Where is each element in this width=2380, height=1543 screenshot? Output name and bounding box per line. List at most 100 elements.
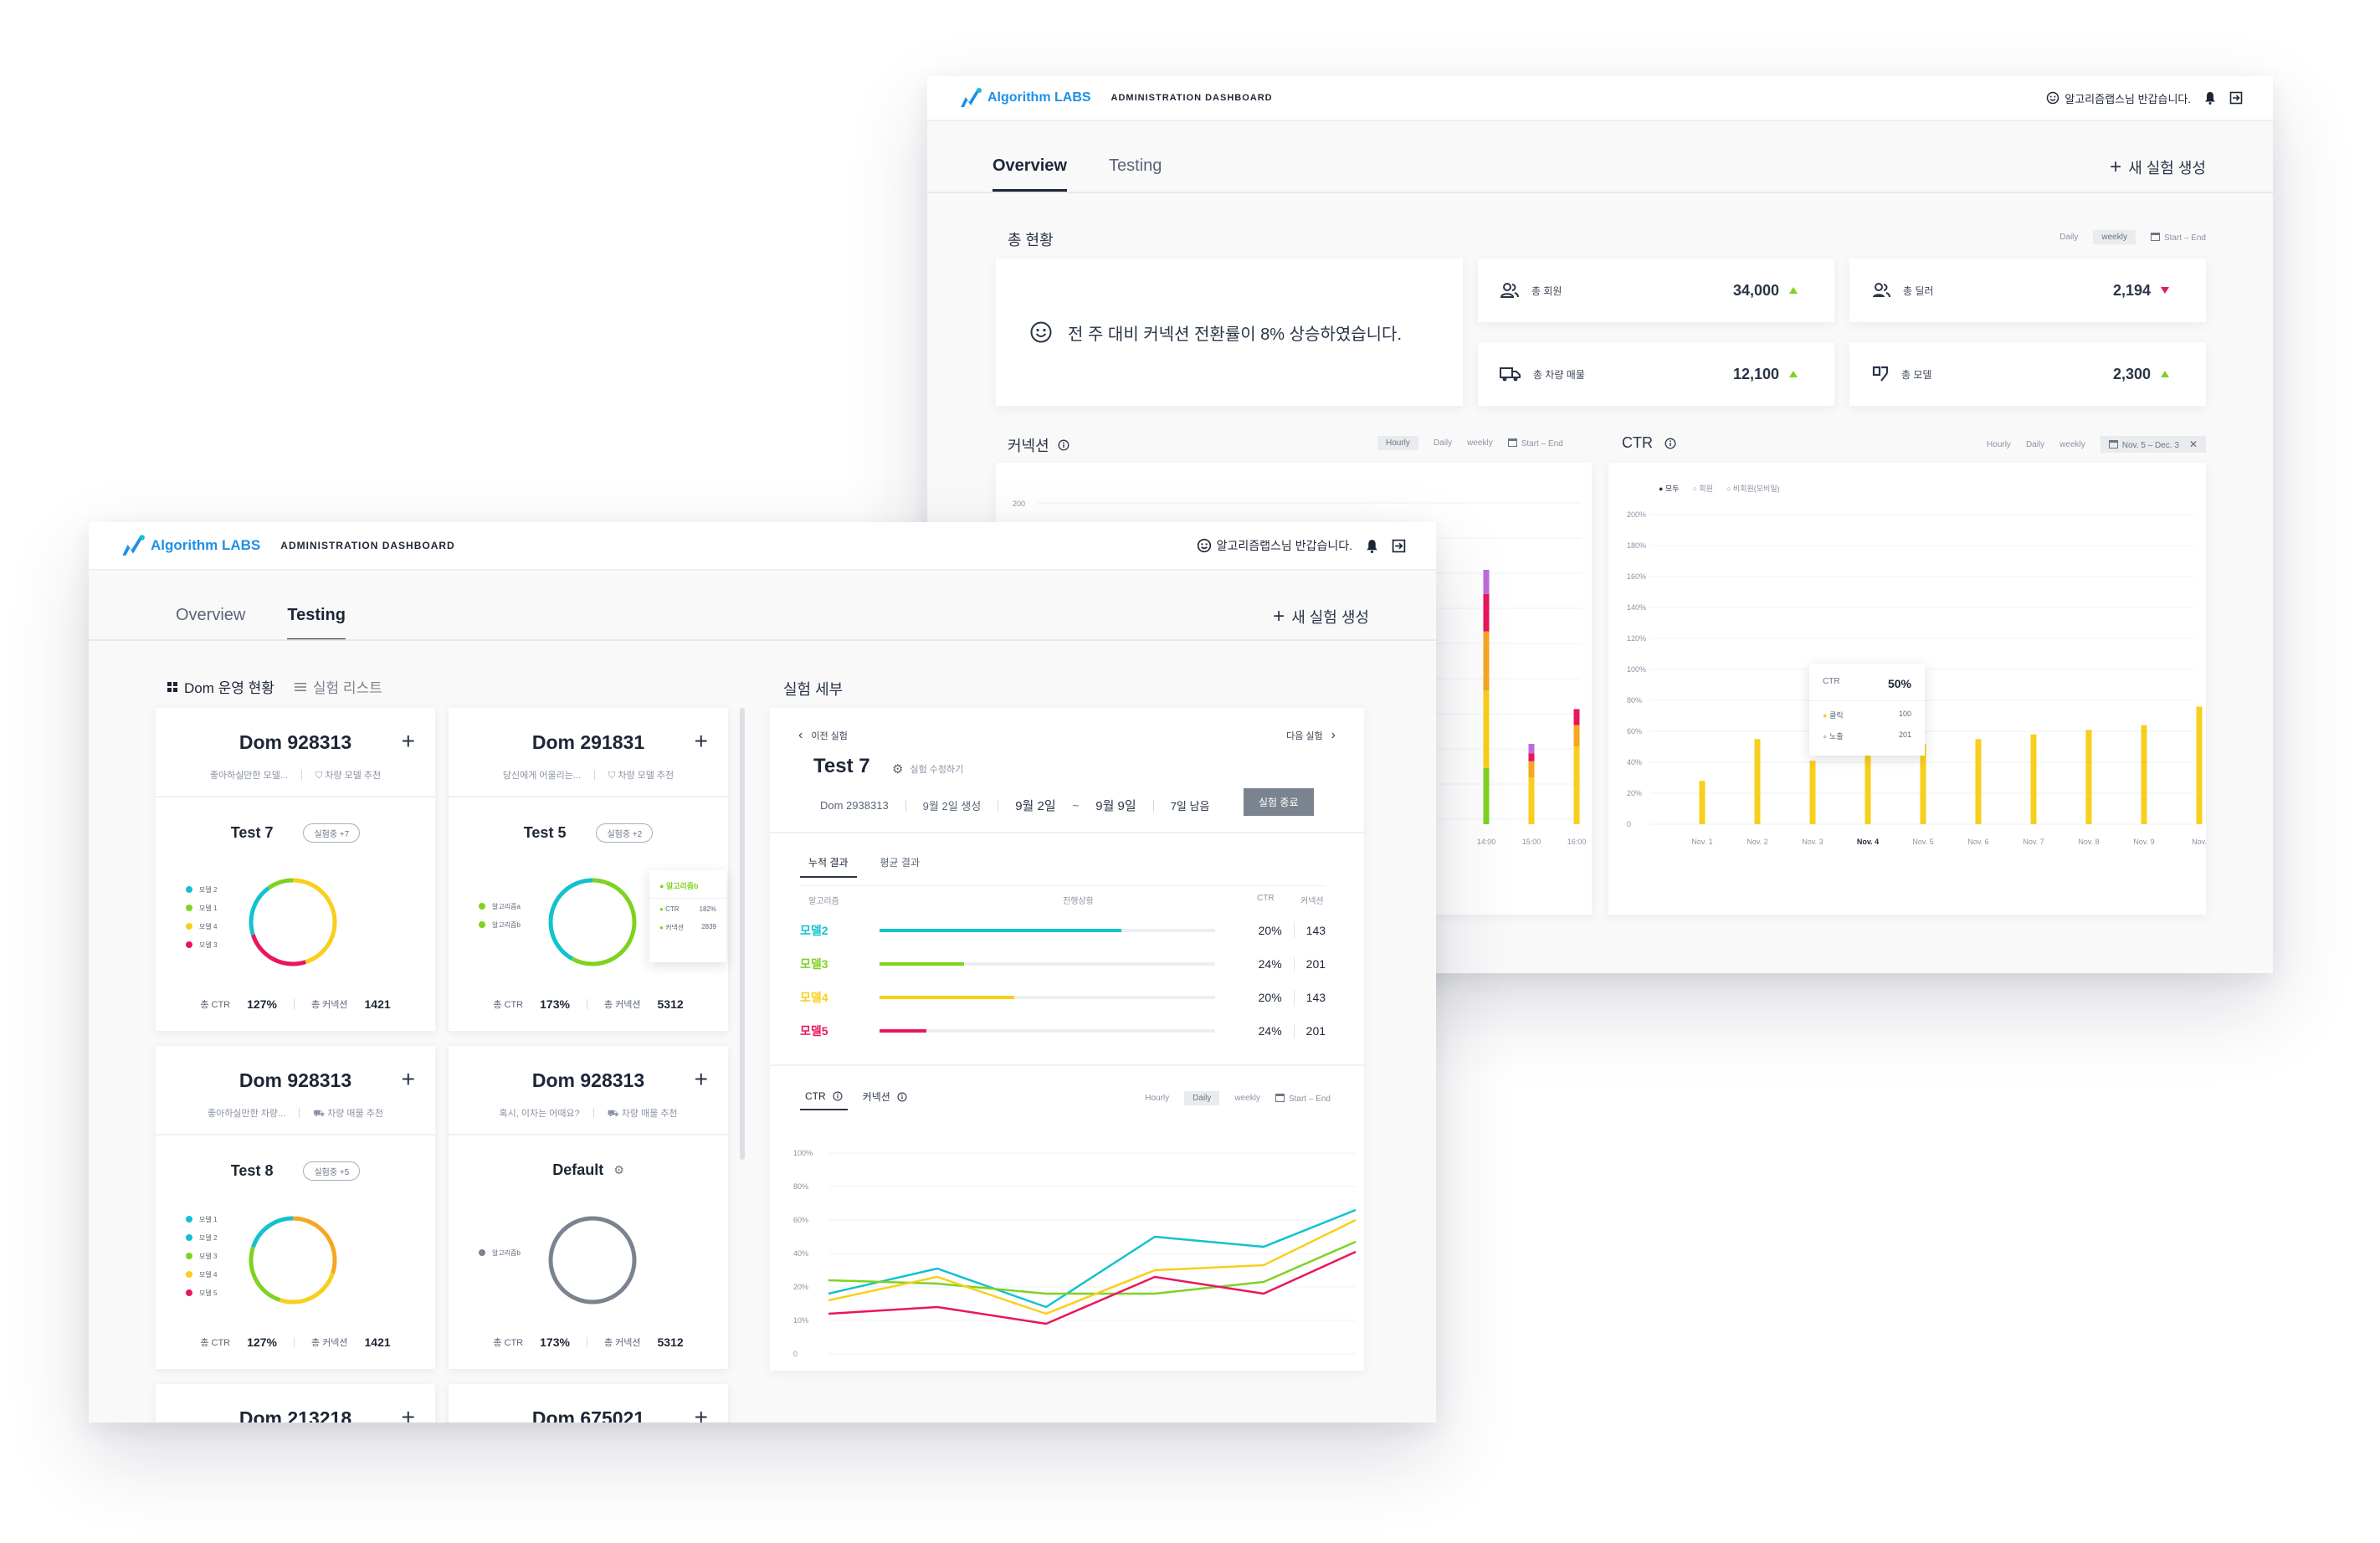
tab-experiment-list[interactable]: 실험 리스트: [294, 676, 382, 697]
dom-card[interactable]: Dom 928313 + 좋아하실만한 차량... ⛟ 차량 매물 추천 Test…: [156, 1046, 435, 1369]
add-icon[interactable]: +: [401, 1066, 415, 1092]
stacked-bar-segment: [1528, 761, 1535, 777]
tab-cumulative[interactable]: 누적 결과: [800, 855, 857, 878]
close-icon[interactable]: ✕: [2188, 438, 2198, 450]
bell-icon[interactable]: [1366, 539, 1378, 553]
grid-icon: [167, 681, 177, 692]
ctr-value: 127%: [247, 1335, 277, 1349]
trend-up-icon: [2161, 371, 2169, 377]
donut-slice: [249, 878, 337, 966]
tab-divider: [927, 192, 2273, 193]
scrollbar[interactable]: [740, 708, 745, 1160]
tab-connection[interactable]: 커넥션: [863, 1089, 907, 1110]
legend-label: 모델 1: [199, 1215, 218, 1223]
filter-hourly[interactable]: Hourly: [1987, 439, 2011, 449]
filter-hourly[interactable]: Hourly: [1377, 436, 1418, 450]
ctr-line-chart: 010%20%40%60%80%100%9월 1일9월 2일9월 3일9월 4일…: [793, 1149, 1357, 1358]
logo[interactable]: Algorithm LABS: [957, 87, 1091, 109]
tab-testing[interactable]: Testing: [1108, 156, 1162, 175]
ctr-value: 127%: [247, 997, 277, 1011]
tab-average[interactable]: 평균 결과: [880, 857, 921, 869]
result-row[interactable]: 모델4 20% 143: [800, 982, 1326, 1012]
chevron-right-icon: ›: [1331, 728, 1336, 742]
tab-dom-status[interactable]: Dom 운영 현황: [167, 676, 274, 697]
tooltip-value: 50%: [1887, 677, 1911, 690]
dom-card[interactable]: Dom 675021 +: [449, 1384, 728, 1423]
new-experiment-button[interactable]: + 새 실험 생성: [2110, 156, 2206, 178]
filter-date-range[interactable]: Start – End: [2150, 232, 2206, 243]
filter-date-range[interactable]: Start – End: [1275, 1093, 1331, 1104]
next-experiment-link[interactable]: 다음 실험 ›: [1286, 728, 1336, 743]
y-tick-label: 20%: [793, 1283, 808, 1291]
stacked-bar-segment: [1483, 767, 1490, 824]
filter-hourly[interactable]: Hourly: [1145, 1094, 1170, 1103]
x-tick-label: Nov. 4: [1857, 838, 1879, 846]
legend-label: 모델 3: [199, 941, 218, 949]
plus-icon: +: [1273, 605, 1285, 628]
filter-daily[interactable]: Daily: [1184, 1091, 1220, 1105]
ctr-title-label: CTR: [1622, 434, 1653, 451]
legend-all[interactable]: ● 모두: [1659, 484, 1680, 493]
result-row[interactable]: 모델5 24% 201: [800, 1016, 1326, 1046]
tab-ctr[interactable]: CTR: [800, 1090, 848, 1110]
logo[interactable]: Algorithm LABS: [119, 534, 260, 557]
dom-sub-text: 좋아하실만한 차량...: [208, 1109, 286, 1119]
tab-overview[interactable]: Overview: [176, 606, 246, 624]
logo-icon: [122, 535, 145, 556]
tab-testing[interactable]: Testing: [287, 606, 346, 641]
dom-card[interactable]: Dom 928313 + 혹시, 이차는 어때요? ⛟ 차량 매물 추천 Defa…: [449, 1046, 728, 1369]
info-icon[interactable]: [1058, 439, 1069, 451]
ctr-value: 20%: [1258, 924, 1282, 937]
new-experiment-button[interactable]: + 새 실험 생성: [1273, 606, 1369, 628]
settings-icon[interactable]: ⚙: [613, 1163, 624, 1176]
dom-card[interactable]: Dom 213218 +: [156, 1384, 435, 1423]
legend-nonmembers[interactable]: ○ 비회원(모비일): [1726, 484, 1780, 493]
y-tick-label: 80%: [793, 1182, 808, 1191]
filter-date-range[interactable]: Nov. 5 – Dec. 3 ✕: [2100, 436, 2206, 453]
left-panel-tabs: Dom 운영 현황 실험 리스트: [167, 676, 382, 697]
dom-card[interactable]: Dom 291831 + 당신에게 어울리는... ⛉ 차량 모델 추천 Test…: [449, 708, 728, 1031]
result-row[interactable]: 모델3 24% 201: [800, 949, 1326, 979]
filter-weekly[interactable]: weekly: [1234, 1094, 1260, 1103]
legend-label: 회원: [1699, 484, 1713, 493]
edit-label: 실험 수정하기: [910, 765, 964, 775]
result-row[interactable]: 모델2 20% 143: [800, 915, 1326, 946]
bar: [2141, 725, 2147, 824]
add-icon[interactable]: +: [694, 1066, 708, 1092]
status-badge: 실험중 +2: [596, 823, 654, 843]
donut-slice: [249, 878, 337, 966]
bar: [1975, 739, 1982, 824]
filter-daily[interactable]: Daily: [2025, 439, 2045, 449]
tab-overview[interactable]: Overview: [993, 156, 1067, 192]
prev-experiment-link[interactable]: ‹ 이전 실험: [798, 728, 848, 743]
legend-label: 모델 2: [199, 885, 218, 894]
logout-icon[interactable]: [1392, 539, 1406, 553]
add-icon[interactable]: +: [401, 728, 415, 754]
add-icon[interactable]: +: [401, 1404, 415, 1423]
edit-experiment-link[interactable]: ⚙ 실험 수정하기: [892, 761, 963, 777]
dom-card[interactable]: Dom 928313 + 좋아하실만한 모델... ⛉ 차량 모델 추천 Test…: [156, 708, 435, 1031]
filter-daily[interactable]: Daily: [1433, 438, 1453, 448]
x-tick-label: Nov. 1: [1691, 838, 1712, 846]
info-icon[interactable]: [1664, 438, 1676, 449]
add-icon[interactable]: +: [694, 1404, 708, 1423]
tooltip-row-label: 노출: [1829, 732, 1844, 741]
legend-members[interactable]: ○ 회원: [1692, 484, 1714, 493]
ctr-value: 24%: [1258, 957, 1282, 971]
add-icon[interactable]: +: [694, 728, 708, 754]
end-experiment-button[interactable]: 실험 종료: [1244, 788, 1314, 816]
next-label: 다음 실험: [1286, 731, 1323, 741]
stat-value: 34,000: [1732, 281, 1779, 299]
bell-icon[interactable]: [2204, 91, 2216, 105]
stat-label: 총 회원: [1531, 285, 1562, 297]
logout-icon[interactable]: [2229, 91, 2243, 105]
chevron-left-icon: ‹: [798, 728, 803, 742]
dom-description: 좋아하실만한 모델... ⛉ 차량 모델 추천: [156, 768, 435, 782]
filter-date-range[interactable]: Start – End: [1507, 438, 1563, 449]
filter-weekly[interactable]: weekly: [2059, 439, 2085, 449]
legend-label: 모델 1: [199, 904, 218, 912]
filter-daily[interactable]: Daily: [2059, 233, 2079, 242]
y-tick-label: 40%: [793, 1249, 808, 1258]
filter-weekly[interactable]: weekly: [2093, 230, 2136, 244]
filter-weekly[interactable]: weekly: [1467, 438, 1493, 448]
